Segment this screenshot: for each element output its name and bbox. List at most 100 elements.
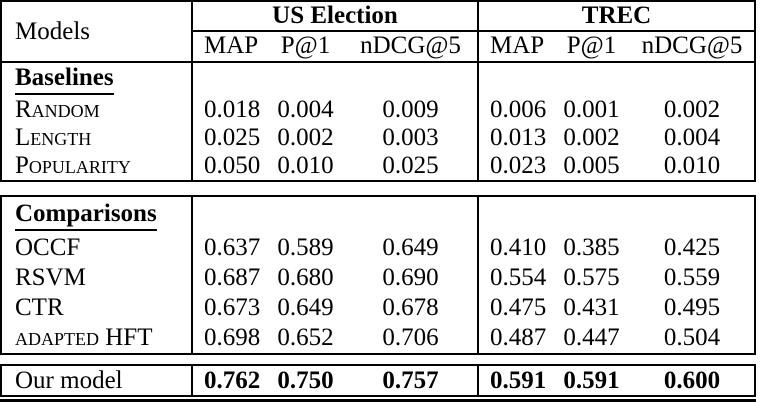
metric-value: 0.495 [663,294,721,321]
metric-value: 0.003 [382,124,439,151]
metric-value: 0.652 [277,324,334,351]
our-model-label-column: Our model [2,366,193,395]
metric-value: 0.385 [563,234,620,261]
comparisons-model-column: Comparisons OCCF RSVM CTR adapted HFT [2,197,193,353]
double-rule-gap [0,182,756,195]
values-row-our-model-trec: 0.591 0.591 0.600 [479,366,754,395]
metric-header-us-p1: P@1 [280,32,331,59]
metric-value: 0.680 [277,264,334,291]
metric-value: 0.554 [490,264,547,291]
metric-value: 0.678 [382,294,439,321]
our-model-us-values: 0.762 0.750 0.757 [193,366,477,395]
metric-value: 0.025 [382,152,439,179]
baselines-us-values: 0.018 0.004 0.009 0.025 0.002 0.003 0.05… [193,63,477,180]
spacer [479,197,754,233]
values-row-our-model-us: 0.762 0.750 0.757 [193,366,477,395]
section-heading-comparisons: Comparisons [15,200,157,231]
model-name-adapted-hft: adapted HFT [15,324,153,351]
metric-value: 0.002 [563,124,620,151]
model-name-popularity: Popularity [15,152,131,179]
metric-value: 0.005 [563,152,620,179]
values-row-adapted-hft-trec: 0.487 0.447 0.504 [479,323,754,353]
metric-value: 0.023 [490,152,547,179]
section-heading-baselines: Baselines [15,64,114,95]
model-name-random: Random [15,96,100,123]
values-row-occf-us: 0.637 0.589 0.649 [193,233,477,263]
metric-value: 0.410 [490,234,547,261]
values-row-rsvm-us: 0.687 0.680 0.690 [193,263,477,293]
section-our-model: Our model 0.762 0.750 0.757 0.591 0.591 … [0,364,756,397]
metric-header-trec-map: MAP [490,32,545,59]
comparisons-us-values: 0.637 0.589 0.649 0.687 0.680 0.690 0.67… [193,197,477,353]
metric-value: 0.004 [663,124,721,151]
metric-header-us-map: MAP [204,32,259,59]
metric-value: 0.010 [277,152,334,179]
us-metrics-header-row: MAP P@1 nDCG@5 [193,32,477,61]
metric-value: 0.431 [563,294,620,321]
our-model-trec-values: 0.591 0.591 0.600 [477,366,754,395]
model-name-our-model: Our model [15,367,123,394]
baselines-trec-values: 0.006 0.001 0.002 0.013 0.002 0.004 0.02… [477,63,754,180]
section-heading-row: Comparisons [15,197,191,233]
metric-value: 0.025 [204,124,261,151]
metric-value: 0.504 [663,324,721,351]
group-header-trec: TREC [479,2,754,32]
metric-value: 0.447 [563,324,620,351]
trec-metrics-header-row: MAP P@1 nDCG@5 [479,32,754,61]
values-row-rsvm-trec: 0.554 0.575 0.559 [479,263,754,293]
values-row-adapted-hft-us: 0.698 0.652 0.706 [193,323,477,353]
section-baselines: Baselines Random Length Popularity 0.018… [0,63,756,182]
metric-value: 0.649 [277,294,334,321]
metric-value: 0.757 [382,367,439,394]
metric-value: 0.010 [663,152,721,179]
metric-value: 0.475 [490,294,547,321]
trec-header-group: TREC MAP P@1 nDCG@5 [477,2,754,61]
values-row-length-trec: 0.013 0.002 0.004 [479,124,754,152]
values-row-random-trec: 0.006 0.001 0.002 [479,96,754,124]
section-heading-row: Baselines [15,63,191,96]
table-header: Models US Election MAP P@1 nDCG@5 TREC M… [0,0,756,63]
model-name-occf: OCCF [15,234,81,261]
values-row-ctr-trec: 0.475 0.431 0.495 [479,293,754,323]
spacer [193,197,477,233]
metric-value: 0.687 [204,264,261,291]
values-row-length-us: 0.025 0.002 0.003 [193,124,477,152]
comparisons-trec-values: 0.410 0.385 0.425 0.554 0.575 0.559 0.47… [477,197,754,353]
model-name-ctr: CTR [15,294,64,321]
metric-value: 0.589 [277,234,334,261]
metric-value: 0.013 [490,124,547,151]
metric-value: 0.001 [563,96,620,123]
metric-value: 0.006 [490,96,547,123]
values-row-random-us: 0.018 0.004 0.009 [193,96,477,124]
spacer [479,63,754,96]
metric-value: 0.425 [663,234,721,261]
metric-value: 0.637 [204,234,261,261]
values-row-occf-trec: 0.410 0.385 0.425 [479,233,754,263]
spacer [193,63,477,96]
metric-value: 0.591 [490,367,547,394]
metric-value: 0.600 [663,367,721,394]
values-row-popularity-trec: 0.023 0.005 0.010 [479,152,754,180]
metric-value: 0.002 [277,124,334,151]
model-name-length: Length [15,124,92,151]
metric-value: 0.050 [204,152,261,179]
metric-value: 0.009 [382,96,439,123]
models-header-label: Models [15,17,90,45]
model-name-rsvm: RSVM [15,264,86,291]
metric-value: 0.649 [382,234,439,261]
section-comparisons: Comparisons OCCF RSVM CTR adapted HFT 0.… [0,195,756,355]
models-column-header: Models [2,2,193,61]
metric-value: 0.706 [382,324,439,351]
double-rule-gap [0,355,756,364]
metric-value: 0.002 [663,96,721,123]
table-bottom-rule [0,399,756,402]
metric-value: 0.018 [204,96,261,123]
metric-value: 0.575 [563,264,620,291]
metric-value: 0.487 [490,324,547,351]
metric-value: 0.698 [204,324,261,351]
metric-header-trec-ndcg: nDCG@5 [641,32,743,59]
metric-header-us-ndcg: nDCG@5 [360,32,461,59]
metric-value: 0.762 [204,367,261,394]
metric-value: 0.673 [204,294,261,321]
